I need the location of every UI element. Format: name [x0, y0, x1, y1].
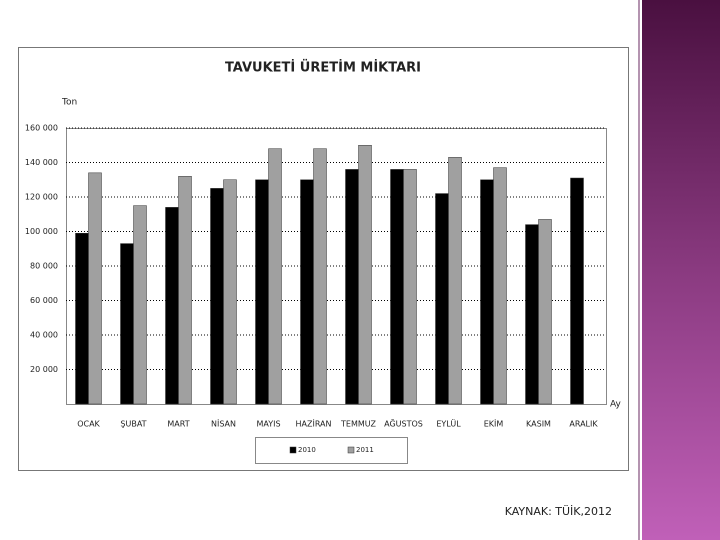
x-tick-label: MAYIS: [256, 420, 280, 429]
decor-stripe: [642, 0, 720, 540]
bar: [525, 224, 539, 405]
x-tick-label: ŞUBAT: [120, 420, 146, 429]
legend: [255, 437, 408, 464]
x-tick-label: HAZİRAN: [295, 419, 331, 429]
x-tick-label: EKİM: [484, 419, 504, 429]
x-tick-label: OCAK: [77, 420, 100, 429]
x-tick-label: TEMMUZ: [340, 420, 376, 429]
x-tick-label: AĞUSTOS: [384, 418, 423, 429]
legend-swatch: [347, 446, 355, 454]
y-tick-label: 60 000: [30, 296, 58, 305]
bar: [120, 243, 134, 405]
legend-swatch: [289, 446, 297, 454]
legend-label: 2011: [356, 446, 374, 454]
bar: [178, 176, 192, 405]
bar: [300, 179, 314, 405]
bar: [448, 157, 462, 405]
bar: [75, 232, 89, 405]
y-tick-label: 120 000: [25, 193, 58, 202]
y-tick-label: 40 000: [30, 331, 58, 340]
bar: [313, 148, 327, 405]
bar: [210, 188, 224, 405]
x-tick-label: MART: [167, 420, 189, 429]
y-tick-label: 20 000: [30, 365, 58, 374]
y-tick-label: 160 000: [25, 124, 58, 133]
bar: [223, 179, 237, 405]
bar: [403, 169, 417, 405]
bar: [435, 193, 449, 405]
x-tick-label: KASIM: [526, 420, 551, 429]
y-axis-label: Ton: [61, 98, 77, 108]
legend-label: 2010: [298, 446, 316, 454]
y-tick-label: 100 000: [25, 227, 58, 236]
source: KAYNAK: TÜİK,2012: [505, 505, 612, 518]
bar: [358, 145, 372, 405]
bar: [165, 207, 179, 405]
chart-title: TAVUKETİ ÜRETİM MİKTARI: [225, 60, 421, 76]
bar: [255, 179, 269, 405]
bar: [268, 148, 282, 405]
x-tick-label: NİSAN: [211, 419, 236, 429]
y-tick-label: 140 000: [25, 158, 58, 167]
x-axis-label: Ay: [610, 400, 622, 410]
bar: [88, 172, 102, 405]
bar: [570, 177, 584, 405]
bar: [480, 179, 494, 405]
bar: [345, 169, 359, 405]
bar: [538, 219, 552, 405]
x-tick-label: EYLÜL: [436, 419, 461, 429]
bar: [493, 167, 507, 405]
x-tick-label: ARALIK: [569, 420, 598, 429]
y-tick-label: 80 000: [30, 262, 58, 271]
bar: [390, 169, 404, 405]
bar: [133, 205, 147, 405]
